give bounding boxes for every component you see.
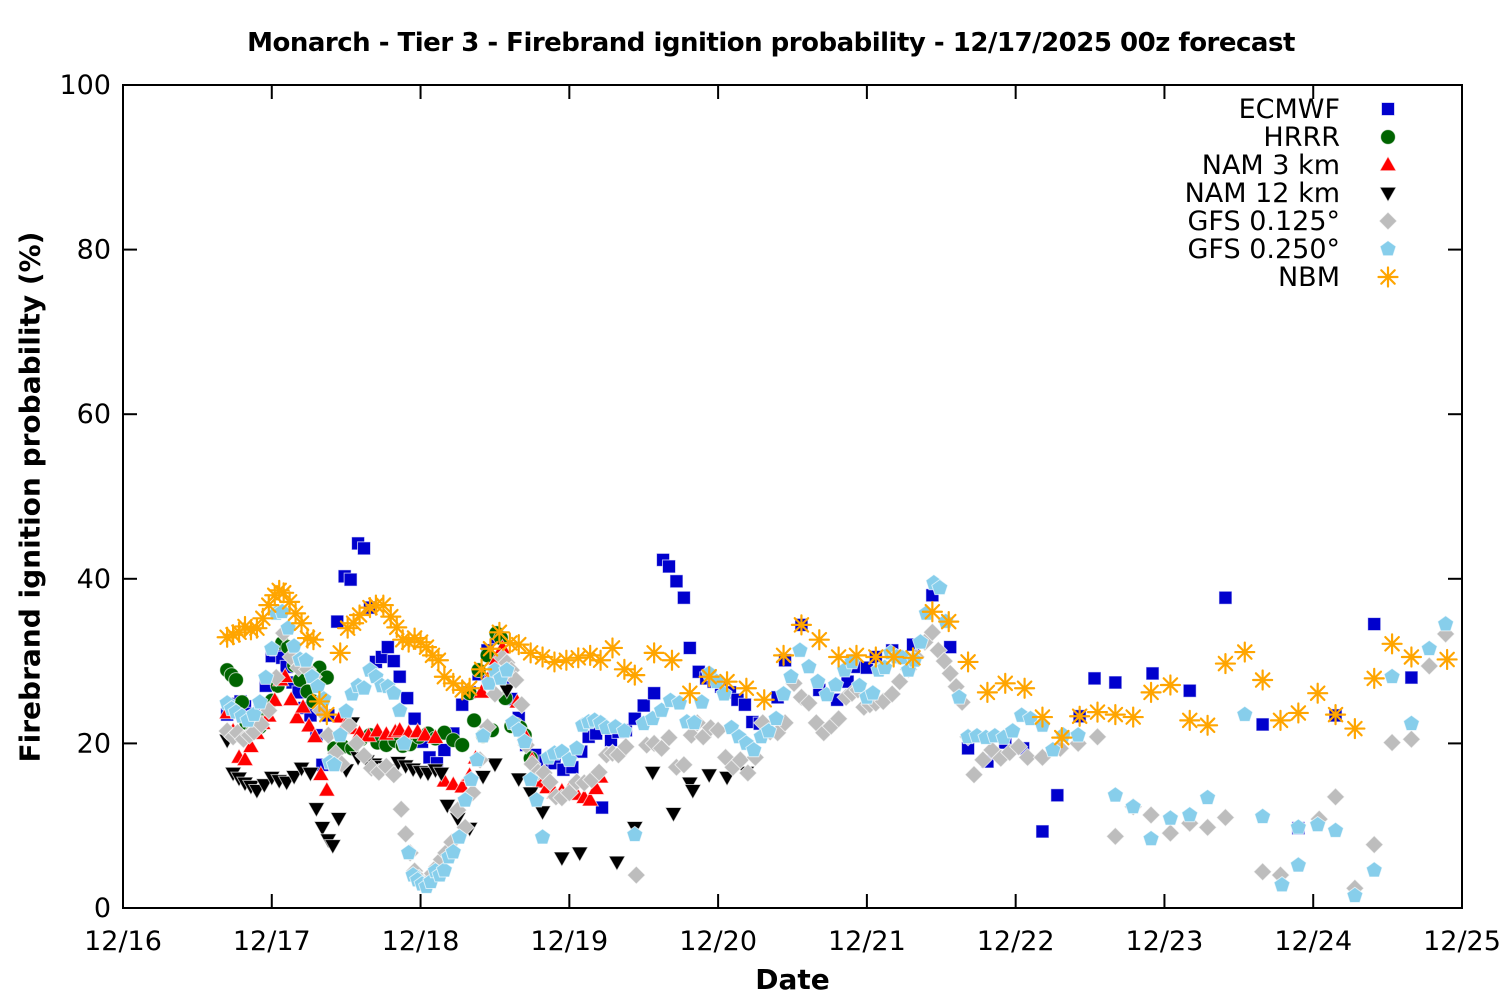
legend-label: ECMWF <box>1239 94 1340 125</box>
series-layer <box>216 536 1458 903</box>
y-tick-label: 40 <box>77 564 111 595</box>
x-tick-label: 12/24 <box>1274 926 1352 957</box>
y-axis-ticks: 0 20 40 60 80 100 <box>59 70 1462 924</box>
legend-marker-pentagon-icon <box>1379 239 1397 257</box>
legend-label: GFS 0.125° <box>1188 206 1341 237</box>
legend-item-nam-12-km: NAM 12 km <box>1185 178 1398 209</box>
y-tick-label: 0 <box>94 893 111 924</box>
legend-item-nbm: NBM <box>1278 262 1399 293</box>
x-axis-title: Date <box>755 963 830 996</box>
legend-item-hrrr: HRRR <box>1263 122 1396 153</box>
y-tick-label: 20 <box>77 728 111 759</box>
legend-marker-asterisk-icon <box>1377 266 1399 288</box>
y-tick-label: 60 <box>77 399 111 430</box>
legend-label: NAM 12 km <box>1185 178 1340 209</box>
legend-label: GFS 0.250° <box>1188 234 1341 265</box>
x-axis-ticks: 12/16 12/17 12/18 12/19 12/20 12/21 12/22 12/23… <box>84 85 1500 957</box>
legend-item-nam-3-km: NAM 3 km <box>1202 150 1398 181</box>
x-tick-label: 12/23 <box>1126 926 1204 957</box>
x-tick-label: 12/18 <box>382 926 460 957</box>
legend-label: HRRR <box>1263 122 1340 153</box>
legend-marker-square-icon <box>1381 102 1395 116</box>
plot-border <box>122 84 1463 909</box>
legend-marker-triangle-up-icon <box>1378 155 1398 172</box>
x-tick-label: 12/20 <box>679 926 757 957</box>
legend-item-gfs-0-250: GFS 0.250° <box>1188 234 1397 265</box>
legend-label: NAM 3 km <box>1202 150 1340 181</box>
series-nbm <box>216 579 1458 749</box>
x-tick-label: 12/22 <box>977 926 1055 957</box>
x-tick-label: 12/21 <box>828 926 906 957</box>
x-tick-label: 12/25 <box>1423 926 1500 957</box>
legend-marker-diamond-icon <box>1378 211 1398 231</box>
legend-item-ecmwf: ECMWF <box>1239 94 1395 125</box>
x-tick-label: 12/16 <box>84 926 162 957</box>
x-tick-label: 12/17 <box>233 926 311 957</box>
y-tick-label: 100 <box>59 70 111 101</box>
x-tick-label: 12/19 <box>530 926 608 957</box>
legend-item-gfs-0-125: GFS 0.125° <box>1188 206 1398 237</box>
y-tick-label: 80 <box>77 235 111 266</box>
legend-marker-triangle-down-icon <box>1378 186 1398 203</box>
series-gfs-0-250 <box>218 573 1455 903</box>
legend-marker-circle-icon <box>1380 129 1396 145</box>
y-axis-title: Firebrand ignition probability (%) <box>13 231 47 763</box>
legend-label: NBM <box>1278 262 1340 293</box>
chart-title: Monarch - Tier 3 - Firebrand ignition pr… <box>247 28 1295 58</box>
